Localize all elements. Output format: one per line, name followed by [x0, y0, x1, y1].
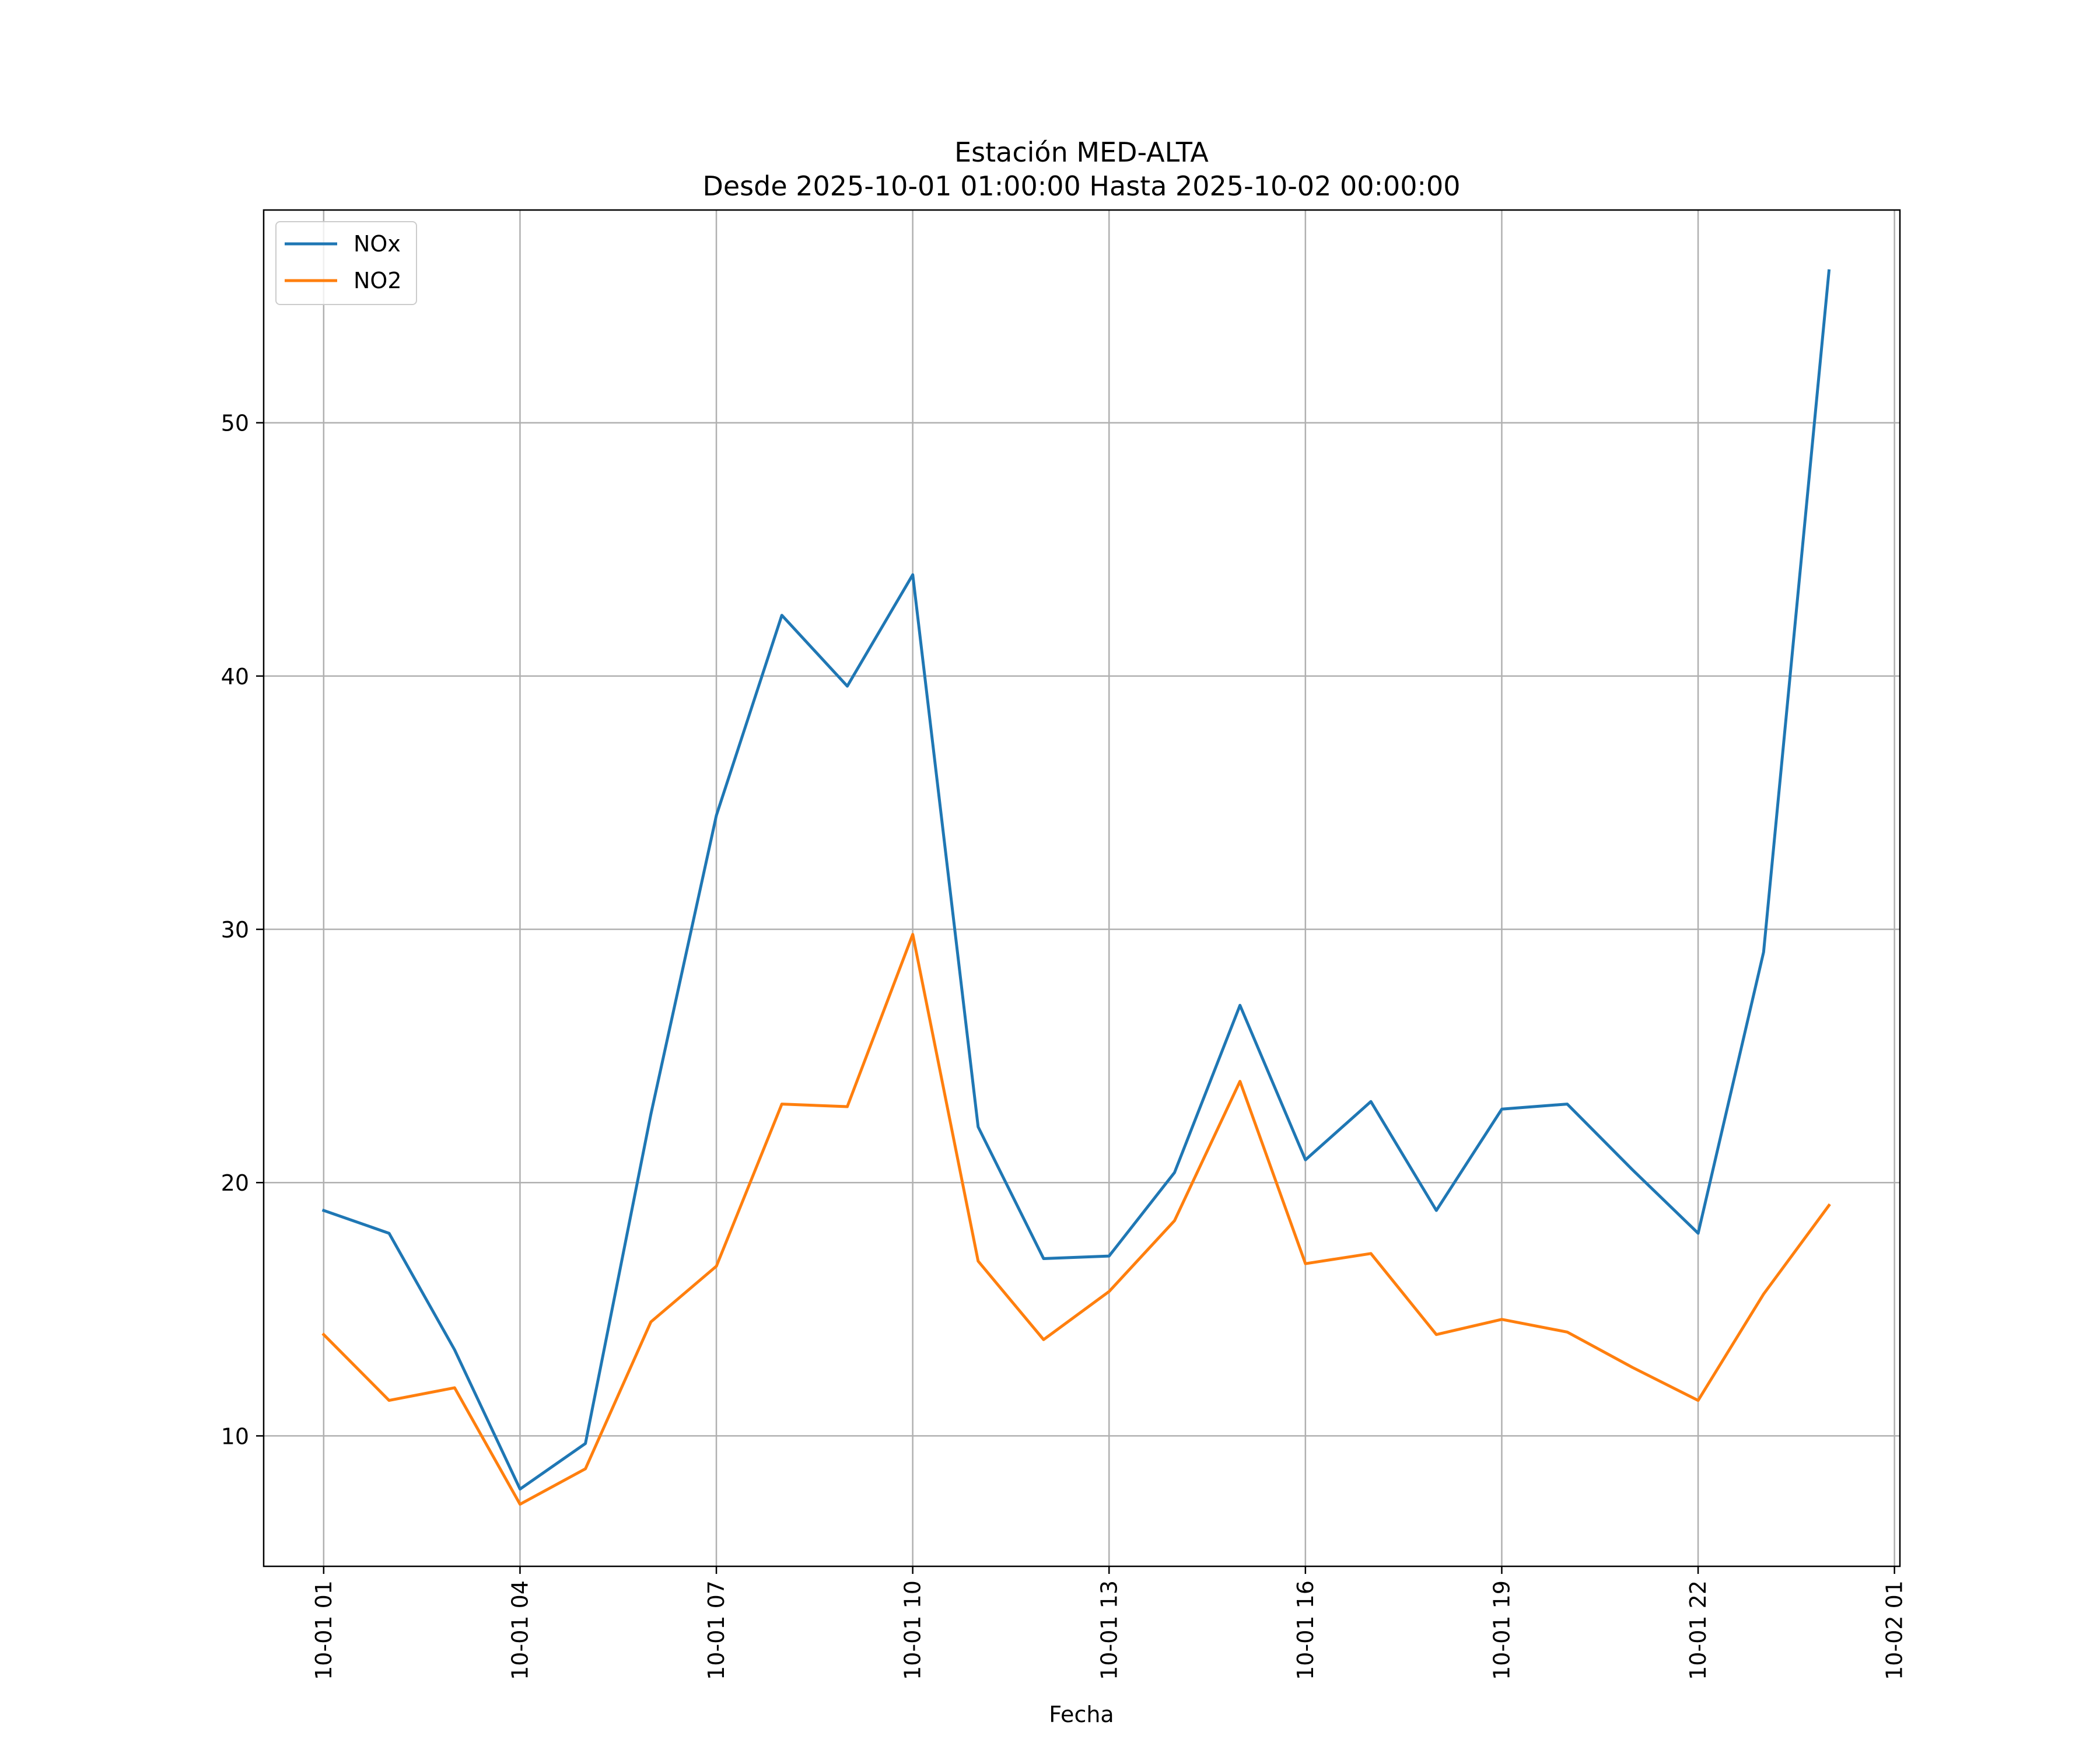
- y-tick-label: 50: [221, 411, 249, 436]
- x-tick-label: 10-01 04: [507, 1580, 533, 1680]
- x-tick-label: 10-01 19: [1489, 1580, 1514, 1680]
- y-tick-label: 20: [221, 1170, 249, 1196]
- x-tick-label: 10-01 16: [1293, 1580, 1318, 1680]
- legend-label-no2: NO2: [354, 268, 402, 293]
- x-tick-label: 10-01 22: [1685, 1580, 1711, 1680]
- legend: NOx NO2: [275, 221, 417, 305]
- series-layer: [321, 269, 1831, 1506]
- series-line-nox: [321, 269, 1831, 1491]
- chart-title-line2: Desde 2025-10-01 01:00:00 Hasta 2025-10-…: [702, 170, 1460, 202]
- chart-title-line1: Estación MED-ALTA: [954, 137, 1209, 168]
- tick-layer: 10-01 01 10-01 04 10-01 07 10-01 10 10-01 13…: [221, 411, 1908, 1680]
- legend-label-nox: NOx: [354, 231, 401, 257]
- x-tick-label: 10-01 07: [704, 1580, 729, 1680]
- x-tick-label: 10-01 13: [1096, 1580, 1122, 1680]
- grid-layer: [264, 210, 1900, 1566]
- x-axis-label: Fecha: [1049, 1702, 1114, 1727]
- x-tick-label: 10-02 01: [1882, 1580, 1908, 1680]
- series-line-no2: [321, 933, 1831, 1506]
- y-tick-label: 40: [221, 664, 249, 690]
- x-tick-label: 10-01 01: [311, 1580, 337, 1680]
- x-tick-label: 10-01 10: [900, 1580, 926, 1680]
- y-tick-label: 10: [221, 1423, 249, 1449]
- plot-frame: [262, 209, 1901, 1567]
- y-tick-label: 30: [221, 917, 249, 943]
